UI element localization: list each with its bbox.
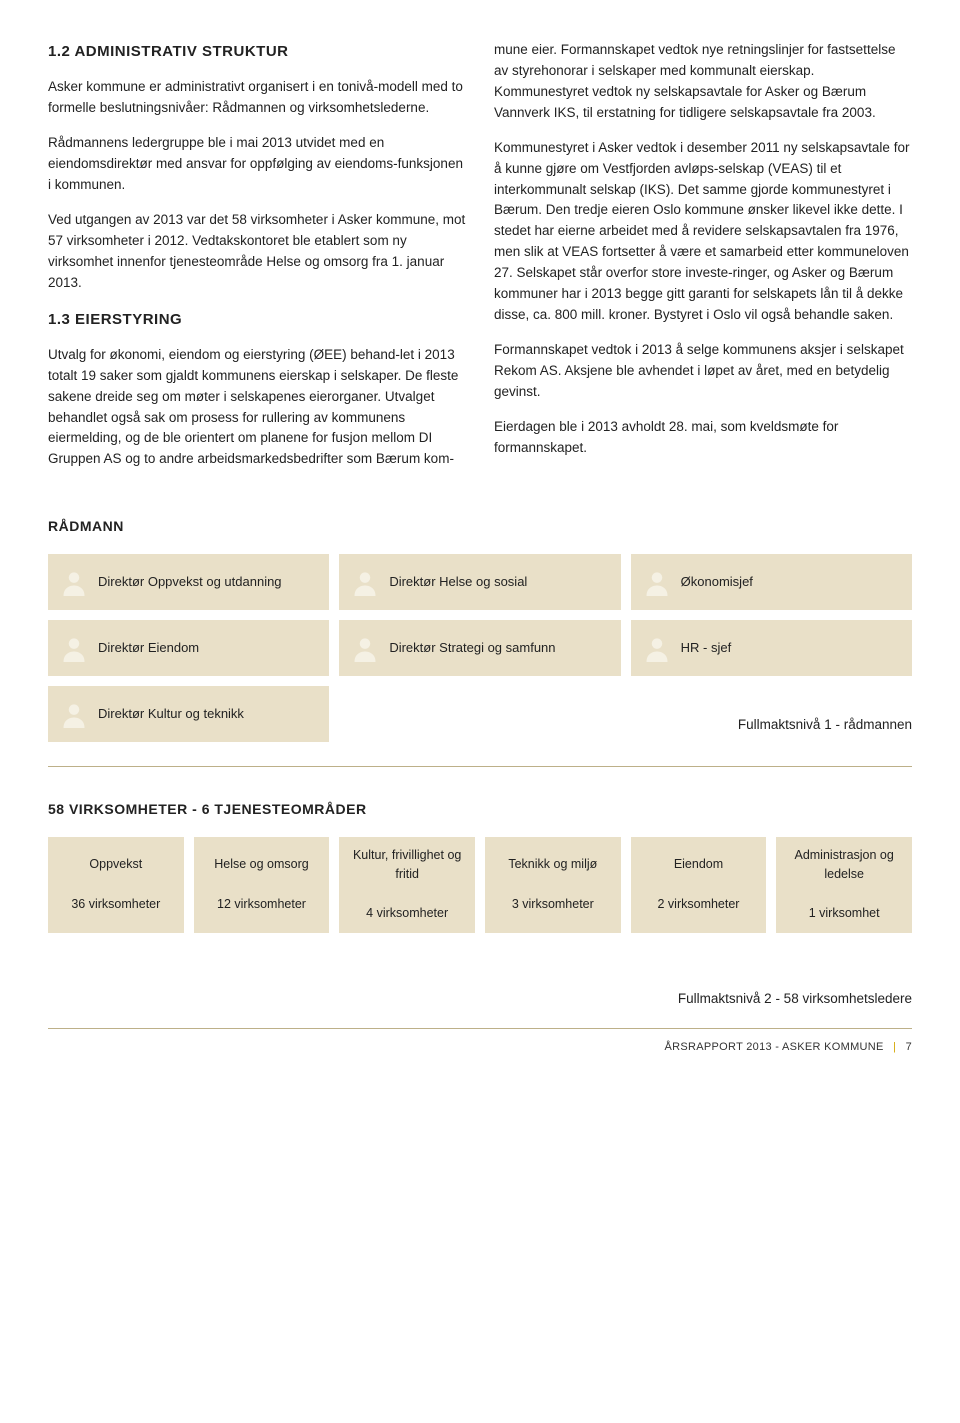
org-card: Direktør Helse og sosial	[339, 554, 620, 610]
org-card-label: Direktør Strategi og samfunn	[389, 638, 555, 658]
area-name: Teknikk og miljø	[491, 855, 615, 874]
para: Utvalg for økonomi, eiendom og eierstyri…	[48, 345, 466, 471]
area-count: 1 virksomhet	[782, 904, 906, 923]
divider	[48, 766, 912, 767]
authority-level-1: Fullmaktsnivå 1 - rådmannen	[339, 686, 912, 742]
org-card-label: Økonomisjef	[681, 572, 753, 592]
area-count: 12 virksomheter	[200, 895, 324, 914]
two-column-text: 1.2 ADMINISTRATIV STRUKTUR Asker kommune…	[48, 40, 912, 484]
para: Eierdagen ble i 2013 avholdt 28. mai, so…	[494, 417, 912, 459]
org-card: HR - sjef	[631, 620, 912, 676]
person-icon	[351, 568, 379, 596]
org-card-label: HR - sjef	[681, 638, 732, 658]
person-icon	[351, 634, 379, 662]
area-name: Oppvekst	[54, 855, 178, 874]
area-card: Oppvekst 36 virksomheter	[48, 837, 184, 933]
para: Rådmannens ledergruppe ble i mai 2013 ut…	[48, 133, 466, 196]
section-title-1-2: 1.2 ADMINISTRATIV STRUKTUR	[48, 40, 466, 63]
area-name: Eiendom	[637, 855, 761, 874]
footer-text: ÅRSRAPPORT 2013 - ASKER KOMMUNE	[665, 1041, 884, 1053]
org-card: Direktør Strategi og samfunn	[339, 620, 620, 676]
area-name: Kultur, frivillighet og fritid	[345, 846, 469, 885]
org-card: Direktør Oppvekst og utdanning	[48, 554, 329, 610]
authority-level-2: Fullmaktsnivå 2 - 58 virksomhetsledere	[48, 989, 912, 1010]
page-number: 7	[906, 1041, 912, 1053]
org-heading: RÅDMANN	[48, 516, 912, 538]
org-card: Direktør Eiendom	[48, 620, 329, 676]
area-count: 2 virksomheter	[637, 895, 761, 914]
area-card: Teknikk og miljø 3 virksomheter	[485, 837, 621, 933]
org-grid-last-row: Direktør Kultur og teknikk Fullmaktsnivå…	[48, 686, 912, 742]
page-footer: ÅRSRAPPORT 2013 - ASKER KOMMUNE | 7	[48, 1028, 912, 1056]
org-card: Direktør Kultur og teknikk	[48, 686, 329, 742]
para: Kommunestyret i Asker vedtok i desember …	[494, 138, 912, 326]
areas-heading: 58 VIRKSOMHETER - 6 TJENESTEOMRÅDER	[48, 799, 912, 821]
area-card: Eiendom 2 virksomheter	[631, 837, 767, 933]
section-title-1-3: 1.3 EIERSTYRING	[48, 308, 466, 331]
person-icon	[643, 568, 671, 596]
area-name: Administrasjon og ledelse	[782, 846, 906, 885]
person-icon	[60, 634, 88, 662]
person-icon	[643, 634, 671, 662]
org-card-label: Direktør Kultur og teknikk	[98, 704, 244, 724]
org-card: Økonomisjef	[631, 554, 912, 610]
para: Ved utgangen av 2013 var det 58 virksomh…	[48, 210, 466, 294]
area-count: 36 virksomheter	[54, 895, 178, 914]
para: mune eier. Formannskapet vedtok nye retn…	[494, 40, 912, 124]
area-card: Helse og omsorg 12 virksomheter	[194, 837, 330, 933]
right-column: mune eier. Formannskapet vedtok nye retn…	[494, 40, 912, 484]
area-count: 4 virksomheter	[345, 904, 469, 923]
area-name: Helse og omsorg	[200, 855, 324, 874]
org-card-label: Direktør Helse og sosial	[389, 572, 527, 592]
left-column: 1.2 ADMINISTRATIV STRUKTUR Asker kommune…	[48, 40, 466, 484]
para: Asker kommune er administrativt organise…	[48, 77, 466, 119]
para: Formannskapet vedtok i 2013 å selge komm…	[494, 340, 912, 403]
area-card: Administrasjon og ledelse 1 virksomhet	[776, 837, 912, 933]
person-icon	[60, 700, 88, 728]
areas-grid: Oppvekst 36 virksomheter Helse og omsorg…	[48, 837, 912, 933]
area-card: Kultur, frivillighet og fritid 4 virksom…	[339, 837, 475, 933]
person-icon	[60, 568, 88, 596]
org-grid: Direktør Oppvekst og utdanning Direktør …	[48, 554, 912, 676]
area-count: 3 virksomheter	[491, 895, 615, 914]
org-card-label: Direktør Eiendom	[98, 638, 199, 658]
footer-separator-icon: |	[893, 1041, 896, 1053]
org-card-label: Direktør Oppvekst og utdanning	[98, 572, 282, 592]
